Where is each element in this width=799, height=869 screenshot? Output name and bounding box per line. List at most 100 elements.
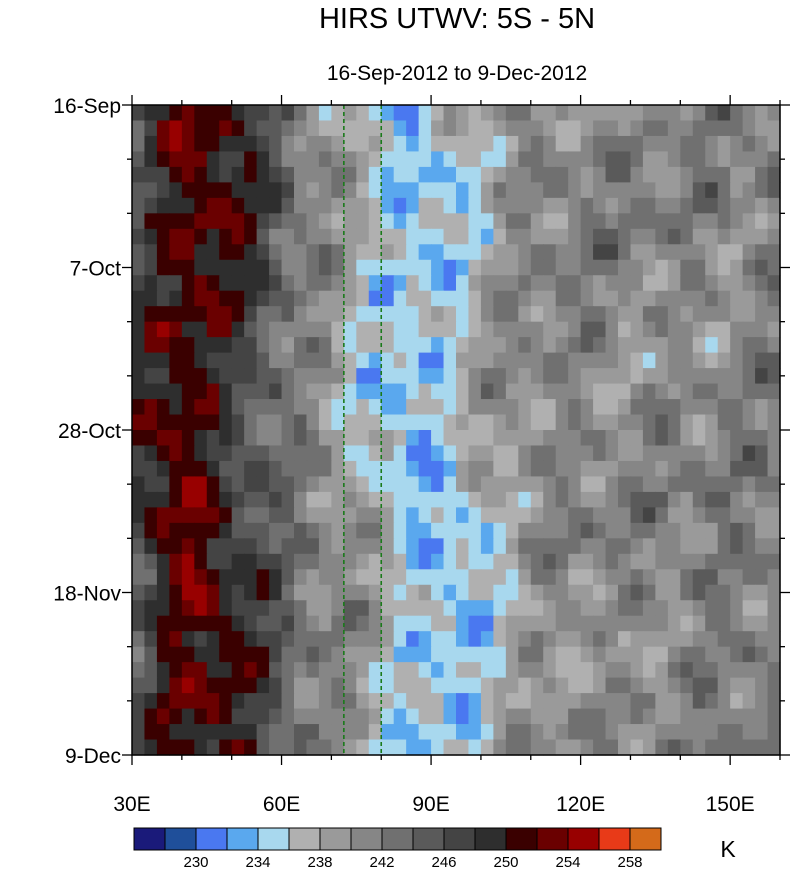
contour-cell bbox=[655, 228, 669, 245]
contour-cell bbox=[480, 414, 494, 431]
contour-cell bbox=[443, 105, 457, 122]
contour-cell bbox=[219, 182, 233, 199]
contour-cell bbox=[169, 120, 183, 137]
contour-cell bbox=[169, 739, 183, 756]
contour-cell bbox=[256, 445, 270, 462]
contour-cell bbox=[618, 197, 632, 214]
contour-cell bbox=[680, 197, 694, 214]
contour-cell bbox=[518, 228, 532, 245]
contour-cell bbox=[717, 290, 731, 307]
contour-cell bbox=[231, 430, 245, 447]
contour-cell bbox=[156, 166, 170, 183]
contour-cell bbox=[206, 290, 220, 307]
contour-cell bbox=[642, 275, 656, 292]
contour-cell bbox=[306, 538, 320, 555]
contour-cell bbox=[256, 739, 270, 756]
contour-cell bbox=[294, 553, 308, 570]
contour-cell bbox=[493, 739, 507, 756]
contour-cell bbox=[269, 259, 283, 276]
contour-cell bbox=[294, 600, 308, 617]
contour-cell bbox=[705, 321, 719, 338]
contour-cell bbox=[730, 445, 744, 462]
contour-cell bbox=[543, 321, 557, 338]
contour-cell bbox=[406, 275, 420, 292]
contour-cell bbox=[468, 491, 482, 508]
contour-cell bbox=[256, 569, 270, 586]
contour-cell bbox=[206, 507, 220, 524]
contour-cell bbox=[705, 275, 719, 292]
contour-cell bbox=[306, 569, 320, 586]
contour-cell bbox=[356, 430, 370, 447]
contour-cell bbox=[169, 631, 183, 648]
contour-cell bbox=[755, 352, 769, 369]
contour-cell bbox=[767, 135, 781, 153]
contour-cell bbox=[431, 213, 445, 230]
contour-cell bbox=[742, 476, 756, 493]
x-tick-label: 30E bbox=[113, 793, 150, 816]
contour-cell bbox=[717, 507, 731, 524]
contour-cell bbox=[505, 151, 519, 168]
contour-cell bbox=[705, 290, 719, 307]
contour-cell bbox=[206, 584, 220, 601]
contour-cell bbox=[505, 662, 519, 679]
contour-cell bbox=[543, 166, 557, 183]
contour-cell bbox=[580, 693, 594, 710]
colorbar-swatch bbox=[536, 827, 569, 851]
contour-cell bbox=[742, 600, 756, 617]
contour-cell bbox=[518, 321, 532, 338]
contour-cell bbox=[568, 321, 582, 338]
contour-cell bbox=[194, 337, 208, 354]
contour-cell bbox=[692, 306, 706, 323]
contour-cell bbox=[618, 708, 632, 725]
contour-cell bbox=[306, 105, 320, 122]
contour-cell bbox=[543, 275, 557, 292]
contour-cell bbox=[132, 522, 146, 539]
contour-cell bbox=[456, 197, 470, 214]
contour-cell bbox=[431, 352, 445, 369]
contour-cell bbox=[306, 631, 320, 648]
contour-cell bbox=[368, 600, 382, 617]
contour-cell bbox=[368, 553, 382, 570]
contour-cell bbox=[318, 584, 332, 601]
contour-cell bbox=[381, 368, 395, 385]
contour-cell bbox=[655, 600, 669, 617]
contour-cell bbox=[231, 383, 245, 400]
contour-cell bbox=[393, 430, 407, 447]
contour-cell bbox=[443, 507, 457, 524]
contour-cell bbox=[456, 399, 470, 416]
contour-cell bbox=[717, 646, 731, 663]
contour-cell bbox=[381, 662, 395, 679]
contour-cell bbox=[692, 445, 706, 462]
contour-cell bbox=[505, 337, 519, 354]
contour-cell bbox=[219, 244, 233, 261]
contour-cell bbox=[219, 631, 233, 648]
contour-cell bbox=[742, 553, 756, 570]
contour-cell bbox=[431, 491, 445, 508]
contour-cell bbox=[568, 600, 582, 617]
contour-cell bbox=[343, 244, 357, 261]
contour-cell bbox=[368, 259, 382, 276]
contour-cell bbox=[343, 275, 357, 292]
contour-cell bbox=[306, 228, 320, 245]
contour-cell bbox=[431, 646, 445, 663]
contour-cell bbox=[331, 522, 345, 539]
contour-cell bbox=[480, 306, 494, 323]
contour-cell bbox=[580, 677, 594, 694]
contour-cell bbox=[742, 724, 756, 741]
contour-cell bbox=[543, 120, 557, 137]
contour-cell bbox=[144, 476, 158, 493]
contour-cell bbox=[181, 553, 195, 570]
contour-cell bbox=[231, 553, 245, 570]
contour-cell bbox=[431, 151, 445, 168]
contour-cell bbox=[194, 600, 208, 617]
contour-cell bbox=[443, 321, 457, 338]
contour-cell bbox=[505, 182, 519, 199]
contour-cell bbox=[132, 724, 146, 741]
contour-cell bbox=[368, 352, 382, 369]
contour-cell bbox=[730, 166, 744, 183]
contour-cell bbox=[468, 105, 482, 122]
contour-cell bbox=[755, 135, 769, 153]
contour-cell bbox=[206, 383, 220, 400]
contour-cell bbox=[156, 724, 170, 741]
contour-cell bbox=[618, 491, 632, 508]
